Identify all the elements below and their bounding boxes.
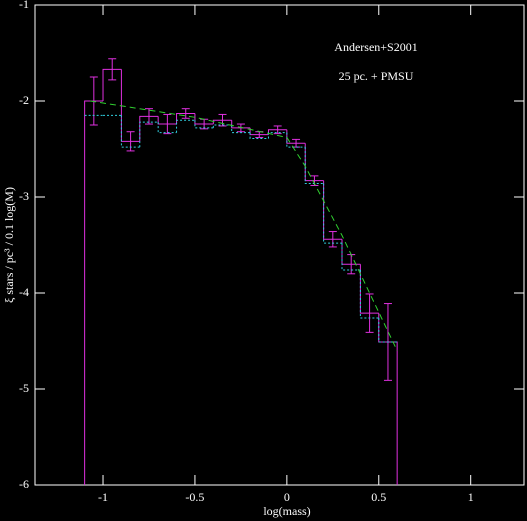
histogram-step [231,120,251,129]
x-axis-label: log(mass) [263,504,310,518]
error-bar [365,293,374,333]
error-bar [273,125,282,135]
error-bar [163,113,172,135]
histogram-step [267,132,287,139]
x-tick-label: 0 [284,490,290,504]
plot-frame [34,4,525,486]
histogram-step [212,124,232,128]
histogram-step [139,115,159,142]
y-tick-label: -5 [19,381,29,395]
annotation: Andersen+S2001 [334,40,417,54]
annotation: 25 pc. + PMSU [339,69,414,83]
histogram-step [212,119,232,125]
histogram-step [84,100,104,485]
error-bar [328,231,337,248]
error-bar [218,113,227,127]
error-bar [126,131,135,152]
histogram-step [359,269,379,319]
x-tick-label: -0.5 [185,490,204,504]
y-axis-label: ξ stars / pc³ / 0.1 log(M) [2,187,16,303]
y-tick-label: -3 [19,189,29,203]
error-bar [89,76,98,126]
y-tick-label: -4 [19,285,29,299]
error-bar [108,58,117,81]
x-tick-label: 0.5 [371,490,386,504]
histogram-step [304,147,324,185]
model-curve [90,100,398,351]
histogram-step [139,121,159,148]
histogram-step [176,119,195,133]
x-tick-label: 1 [468,490,474,504]
histogram-step [249,132,269,139]
histogram-step [341,243,361,271]
error-bar [144,108,153,125]
y-tick-label: -1 [19,0,29,11]
histogram-step [102,68,122,101]
y-tick-label: -2 [19,93,29,107]
y-tick-label: -6 [19,477,29,491]
error-bar [181,108,190,119]
histogram-step [359,264,379,314]
histogram-step [378,317,398,343]
x-tick-label: -1 [98,490,108,504]
